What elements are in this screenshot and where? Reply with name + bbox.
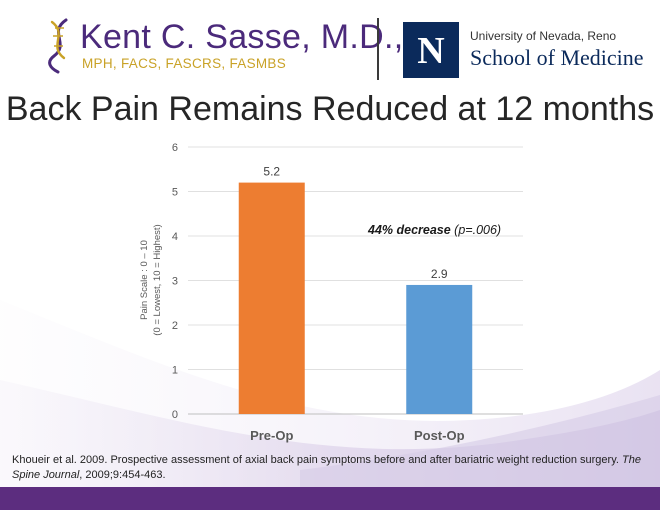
citation: Khoueir et al. 2009. Prospective assessm…: [12, 453, 652, 483]
annotation-rest: (p=.006): [451, 223, 501, 237]
y-tick-label: 2: [172, 320, 178, 332]
annotation: 44% decrease (p=.006): [367, 223, 501, 237]
y-tick-label: 5: [172, 187, 178, 199]
unr-logo-letter: N: [417, 30, 444, 72]
bar: [406, 284, 473, 414]
y-tick-label: 1: [172, 365, 178, 377]
data-label: 2.9: [431, 267, 448, 281]
y-axis-label-line: (0 = Lowest, 10 = Highest): [152, 224, 163, 335]
y-tick-label: 3: [172, 276, 178, 288]
university-name: University of Nevada, Reno: [470, 29, 617, 43]
y-axis-label-line: Pain Scale : 0 – 10: [139, 240, 150, 320]
bar: [238, 182, 305, 414]
y-tick-label: 0: [172, 409, 178, 421]
data-label: 5.2: [263, 165, 280, 179]
header-divider: [377, 18, 379, 80]
header: Kent C. Sasse, M.D., MPH, FACS, FASCRS, …: [0, 0, 660, 90]
footer-bar: [0, 487, 660, 510]
category-label: Pre-Op: [250, 428, 293, 443]
unr-n-logo-icon: N: [403, 22, 459, 78]
y-tick-label: 6: [172, 142, 178, 154]
slide-title: Back Pain Remains Reduced at 12 months: [5, 90, 655, 128]
citation-journal: The Spine Journal: [12, 454, 641, 481]
citation-tail: , 2009;9:454-463.: [79, 469, 166, 481]
citation-text: Khoueir et al. 2009. Prospective assessm…: [12, 454, 622, 466]
school-name: School of Medicine: [470, 45, 644, 70]
brand-credentials: MPH, FACS, FASCRS, FASMBS: [82, 56, 287, 71]
category-label: Post-Op: [414, 428, 465, 443]
y-tick-label: 4: [172, 231, 178, 243]
annotation-bold: 44% decrease: [367, 223, 451, 237]
dna-logo-icon: [48, 18, 68, 74]
brand-name: Kent C. Sasse, M.D.,: [80, 18, 404, 56]
